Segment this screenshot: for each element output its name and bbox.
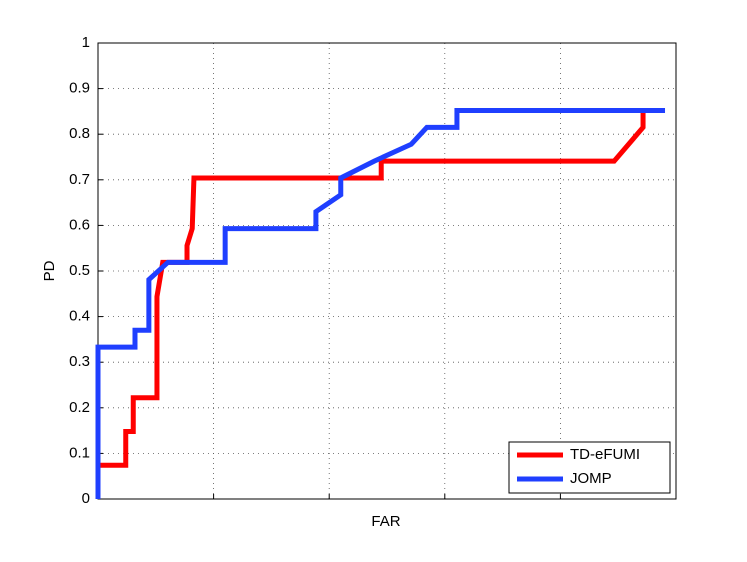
y-tick-label: 0.2 <box>69 399 90 416</box>
y-tick-label: 0.9 <box>69 80 90 97</box>
plot-frame <box>97 42 677 500</box>
y-tick-label: 0.1 <box>69 444 90 461</box>
y-tick-label: 0.6 <box>69 216 90 233</box>
y-axis-label: PD <box>41 260 58 281</box>
y-tick-label: 0.7 <box>69 171 90 188</box>
y-tick-label: 1 <box>82 34 90 51</box>
series-line <box>95 107 666 499</box>
y-tick-label: 0.5 <box>69 262 90 279</box>
y-tick-label: 0.8 <box>69 125 90 142</box>
legend-label: TD-eFUMI <box>570 446 640 463</box>
x-axis-label: FAR <box>371 513 400 530</box>
y-tick-label: 0 <box>82 490 90 507</box>
y-tick-label: 0.4 <box>69 308 90 325</box>
legend-box <box>508 441 671 494</box>
legend-label: JOMP <box>570 470 612 487</box>
y-tick-label: 0.3 <box>69 353 90 370</box>
